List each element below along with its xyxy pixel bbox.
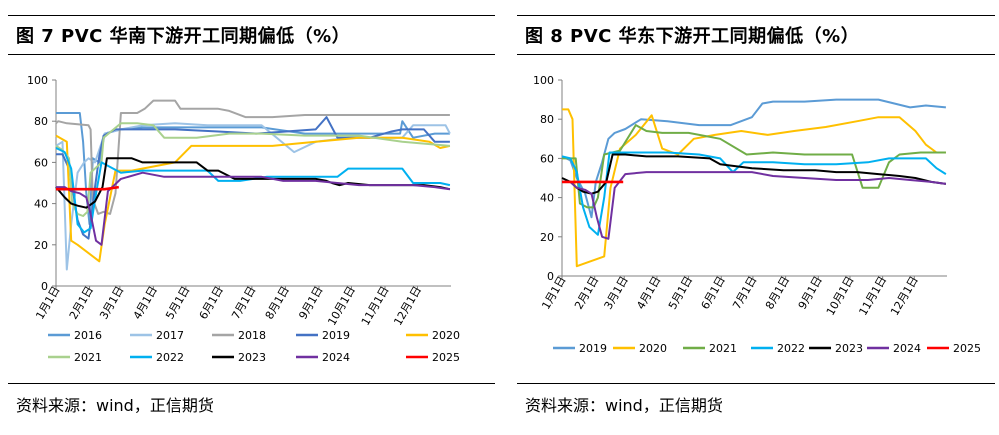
y-tick-label: 100 [27,74,48,87]
x-tick-label: 6月1日 [197,284,226,322]
series-line-2021 [55,122,450,217]
y-tick-label: 80 [34,115,48,128]
source-note: 资料来源：wind，正信期货 [16,396,214,415]
legend-label: 2021 [74,351,102,364]
series-line-2024 [56,171,451,246]
series-line-2024 [562,171,947,240]
bottom-rule [517,383,995,384]
legend-label: 2022 [156,351,184,364]
legend-label: 2024 [322,351,350,364]
x-tick-label: 1月1日 [539,274,568,312]
x-tick-label: 5月1日 [666,274,695,312]
line-chart: 0 20 40 60 80 100 1月1日 2月1日 3月1日 4月1日 5月1日 6月1日 7月1日… [533,74,981,355]
legend-label: 2023 [835,342,863,355]
y-tick-label: 40 [540,192,554,205]
legend-label: 2020 [432,329,460,342]
x-tick-label: 9月1日 [796,274,825,312]
y-tick-label: 100 [533,74,554,87]
x-tick-label: 8月1日 [763,274,792,312]
series-line-2018 [55,99,450,215]
top-rule [8,15,495,16]
x-tick-label: 3月1日 [602,274,631,312]
x-tick-label: 4月1日 [634,274,663,312]
series-line-2020 [562,108,946,268]
series-line-2022 [561,151,947,236]
legend-label: 2025 [432,351,460,364]
y-tick-label: 80 [540,113,554,126]
x-tick-label: 6月1日 [699,274,728,312]
x-tick-label: 4月1日 [131,284,160,322]
series-line-2019 [561,98,946,219]
y-tick-label: 0 [547,270,554,283]
chart-panel-2: 图 8 PVC 华东下游开工同期偏低（%） 0 20 40 60 80 100 1月1日 2月… [517,0,995,435]
chart-title: 图 8 PVC 华东下游开工同期偏低（%） [525,26,860,47]
legend-label: 2021 [709,342,737,355]
title-rule [8,54,495,55]
top-rule [517,15,995,16]
y-tick-label: 40 [34,198,48,211]
x-tick-label: 10月1日 [824,274,857,318]
legend-label: 2025 [953,342,981,355]
series-line-2023 [561,153,947,195]
legend-label: 2020 [639,342,667,355]
x-tick-label: 7月1日 [730,274,759,312]
x-tick-label: 10月1日 [325,284,358,328]
legend-label: 2019 [579,342,607,355]
series-line-2023 [55,157,451,209]
x-tick-label: 1月1日 [33,284,62,322]
y-tick-label: 20 [34,239,48,252]
x-tick-label: 7月1日 [229,284,258,322]
x-tick-label: 2月1日 [572,274,601,312]
y-tick-label: 60 [34,156,48,169]
chart-title: 图 7 PVC 华南下游开工同期偏低（%） [16,26,351,47]
series-line-2021 [562,124,946,209]
legend-label: 2023 [238,351,266,364]
series-line-2019 [56,116,450,240]
line-chart: 0 20 40 60 80 100 1月1日 2月1日 3月1日 4月1日 5月1日 6月1日 7月1日… [27,74,460,364]
legend-label: 2018 [238,329,266,342]
y-tick-label: 20 [540,231,554,244]
legend-label: 2022 [777,342,805,355]
x-tick-label: 11月1日 [856,274,889,318]
x-tick-label: 9月1日 [296,284,325,322]
x-tick-label: 2月1日 [67,284,96,322]
legend-label: 2024 [893,342,921,355]
x-tick-label: 12月1日 [888,274,921,318]
x-tick-label: 11月1日 [359,284,392,328]
bottom-rule [8,383,495,384]
legend-label: 2017 [156,329,184,342]
x-tick-label: 5月1日 [163,284,192,322]
legend-label: 2016 [74,329,102,342]
chart-panel-1: 图 7 PVC 华南下游开工同期偏低（%） 0 20 40 60 80 100 1月1日 2月… [8,0,495,435]
y-tick-label: 60 [540,152,554,165]
y-tick-label: 0 [41,280,48,293]
series-line-2025 [56,185,119,191]
x-tick-label: 12月1日 [391,284,424,328]
x-tick-label: 3月1日 [97,284,126,322]
legend-label: 2019 [322,329,350,342]
source-note: 资料来源：wind，正信期货 [525,396,723,415]
x-tick-label: 8月1日 [263,284,292,322]
title-rule [517,54,995,55]
